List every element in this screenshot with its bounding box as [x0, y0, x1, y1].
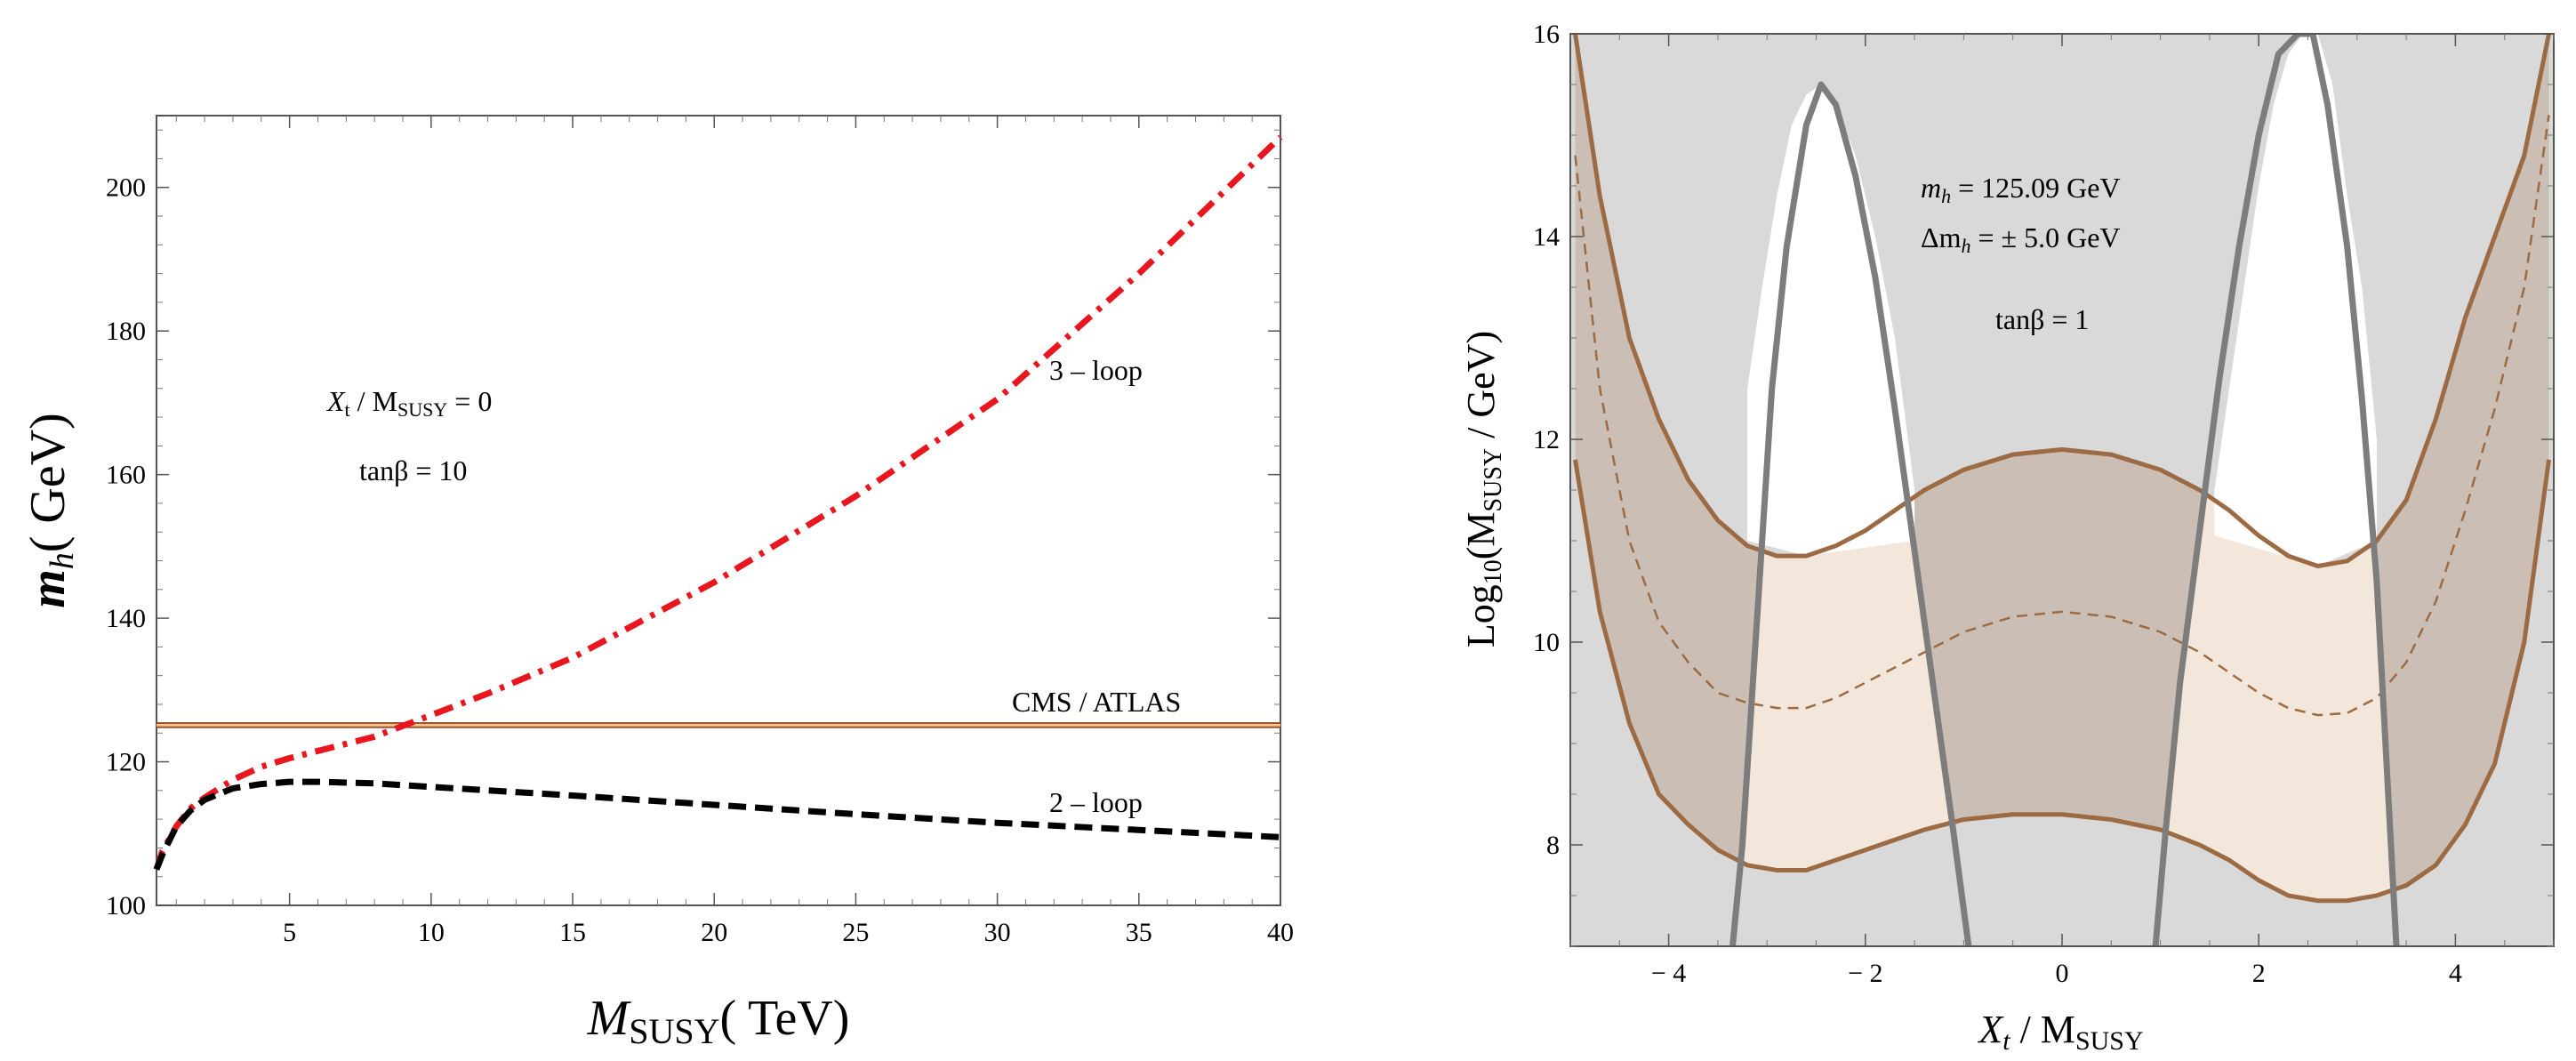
brown-upper-curve — [1573, 34, 2551, 569]
right-x-tick-label: 0 — [2056, 959, 2069, 988]
series-3-loop-line — [153, 134, 1283, 871]
left-x-tick-label: 10 — [418, 918, 445, 947]
right-x-tick-label: − 4 — [1651, 959, 1686, 988]
left-x-tick-label: 35 — [1126, 918, 1152, 947]
white-region-left — [1747, 84, 1915, 557]
left-x-tick-label: 20 — [701, 918, 727, 947]
cms-atlas-band — [156, 721, 1280, 728]
left-y-tick-label: 100 — [106, 891, 146, 920]
gray-contour-left — [1729, 81, 1972, 946]
left-y-axis-title: mh( GeV) — [20, 413, 81, 608]
right-x-tick-label: 4 — [2449, 959, 2462, 988]
left-series — [153, 134, 1283, 871]
label-cms-atlas: CMS / ATLAS — [1012, 686, 1181, 718]
left-y-tick-label: 180 — [106, 317, 146, 346]
right-y-tick-label: 12 — [1533, 425, 1560, 454]
left-y-tick-label: 200 — [106, 173, 146, 203]
right-ticks: − 4 − 2 0 2 4 8 10 12 14 16 — [1533, 20, 2555, 988]
right-y-axis-title: Log10(MSUSY / GeV) — [1459, 331, 1507, 647]
right-y-tick-label: 16 — [1533, 20, 1560, 49]
left-chart: 5 10 15 20 25 30 35 40 100 120 140 160 180 200 3 – lo… — [20, 115, 1294, 1051]
right-y-tick-label: 10 — [1533, 628, 1560, 657]
left-x-tick-label: 5 — [283, 918, 296, 947]
gray-contour-right — [2152, 34, 2400, 946]
annotation-tanbeta-1: tanβ = 1 — [1995, 303, 2089, 335]
right-y-tick-label: 14 — [1533, 222, 1560, 252]
brown-lower-curve — [1573, 459, 2551, 904]
annotation-xt-ratio: Xt / MSUSY = 0 — [325, 385, 492, 421]
left-x-tick-label: 15 — [559, 918, 586, 947]
annotation-tanbeta-10: tanβ = 10 — [359, 454, 467, 486]
left-y-tick-label: 140 — [106, 604, 146, 633]
left-y-tick-label: 160 — [106, 461, 146, 490]
band-fill — [156, 722, 1280, 727]
right-x-axis-title: Xt / MSUSY — [1977, 1008, 2143, 1056]
series-2-loop-line — [153, 778, 1281, 871]
left-x-tick-label: 30 — [984, 918, 1011, 947]
right-chart: − 4 − 2 0 2 4 8 10 12 14 16 mh = 125.09 GeV Δmh =… — [1459, 20, 2555, 1056]
label-2-loop: 2 – loop — [1049, 786, 1143, 818]
right-y-tick-label: 8 — [1546, 831, 1560, 860]
left-y-tick-label: 120 — [106, 748, 146, 777]
left-x-axis-title: MSUSY( TeV) — [587, 991, 850, 1051]
left-plot-frame — [156, 115, 1281, 906]
left-x-tick-label: 25 — [842, 918, 869, 947]
label-3-loop: 3 – loop — [1049, 354, 1143, 386]
annotation-delta-mh: Δmh = ± 5.0 GeV — [1921, 221, 2121, 257]
right-x-tick-label: − 2 — [1848, 959, 1882, 988]
left-x-tick-label: 40 — [1267, 918, 1294, 947]
right-x-tick-label: 2 — [2252, 959, 2266, 988]
right-layers — [1573, 34, 2551, 946]
brown-dashed-center-curve — [1574, 115, 2550, 717]
annotation-mh-value: mh = 125.09 GeV — [1921, 172, 2121, 207]
left-ticks: 5 10 15 20 25 30 35 40 100 120 140 160 180 200 — [106, 116, 1294, 947]
